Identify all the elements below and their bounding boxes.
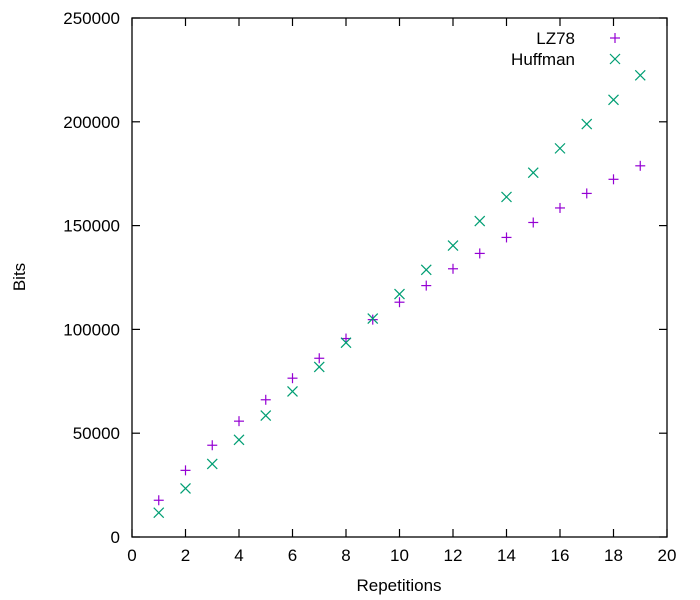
x-tick-label: 14 [497,546,516,565]
y-axis-title: Bits [10,263,29,291]
x-tick-label: 0 [127,546,136,565]
data-point [260,410,272,421]
x-tick-label: 18 [604,546,623,565]
data-point [447,240,459,251]
data-point [206,458,218,470]
series-huffman [153,69,646,519]
data-point [394,297,405,308]
data-point [527,167,539,179]
data-point [287,386,298,397]
data-point [501,191,512,203]
legend: LZ78 Huffman [511,29,621,69]
legend-label: LZ78 [536,29,575,48]
y-tick-label: 50000 [73,424,120,443]
data-point [528,217,539,228]
data-point [608,174,619,185]
data-point [367,314,378,325]
data-point [474,215,486,227]
legend-label: Huffman [511,50,575,69]
data-points [153,69,646,519]
x-tick-label: 6 [288,546,297,565]
data-point [554,142,566,154]
y-tick-label: 100000 [63,320,120,339]
x-axis-title: Repetitions [356,576,441,595]
data-point [340,337,352,349]
x-tick-label: 20 [658,546,677,565]
data-point [153,507,165,519]
data-point [260,394,271,405]
data-point [287,373,298,384]
data-point [180,482,191,494]
data-point [180,465,191,476]
data-point [367,313,379,325]
y-tick-label: 250000 [63,9,120,28]
x-tick-label: 8 [341,546,350,565]
data-point [581,188,592,199]
x-tick-label: 16 [551,546,570,565]
data-point [421,280,432,291]
data-point [314,353,325,364]
x-tick-label: 2 [181,546,190,565]
x-tick-label: 4 [234,546,243,565]
data-point [234,416,244,427]
legend-marker [609,53,621,65]
y-tick-label: 200000 [63,113,120,132]
data-point [581,118,593,130]
x-tick-label: 10 [390,546,409,565]
data-point [634,69,646,81]
data-point [635,160,646,171]
data-point [448,263,458,274]
data-point [501,232,512,243]
x-tick-label: 12 [444,546,463,565]
data-point [207,440,218,451]
data-point [555,202,565,213]
data-point [313,361,325,373]
data-point [420,264,432,276]
data-point [608,94,619,106]
y-tick-label: 150000 [63,217,120,236]
data-point [394,288,405,300]
plot-frame [131,17,668,538]
data-point [153,495,164,506]
axis-tick-labels: 0 2 4 6 8 10 12 14 16 18 20 0 50000 100000 150000 20000… [63,9,676,565]
legend-marker [610,33,620,43]
data-point [233,434,245,446]
data-point [474,248,485,259]
y-tick-label: 0 [111,528,120,547]
